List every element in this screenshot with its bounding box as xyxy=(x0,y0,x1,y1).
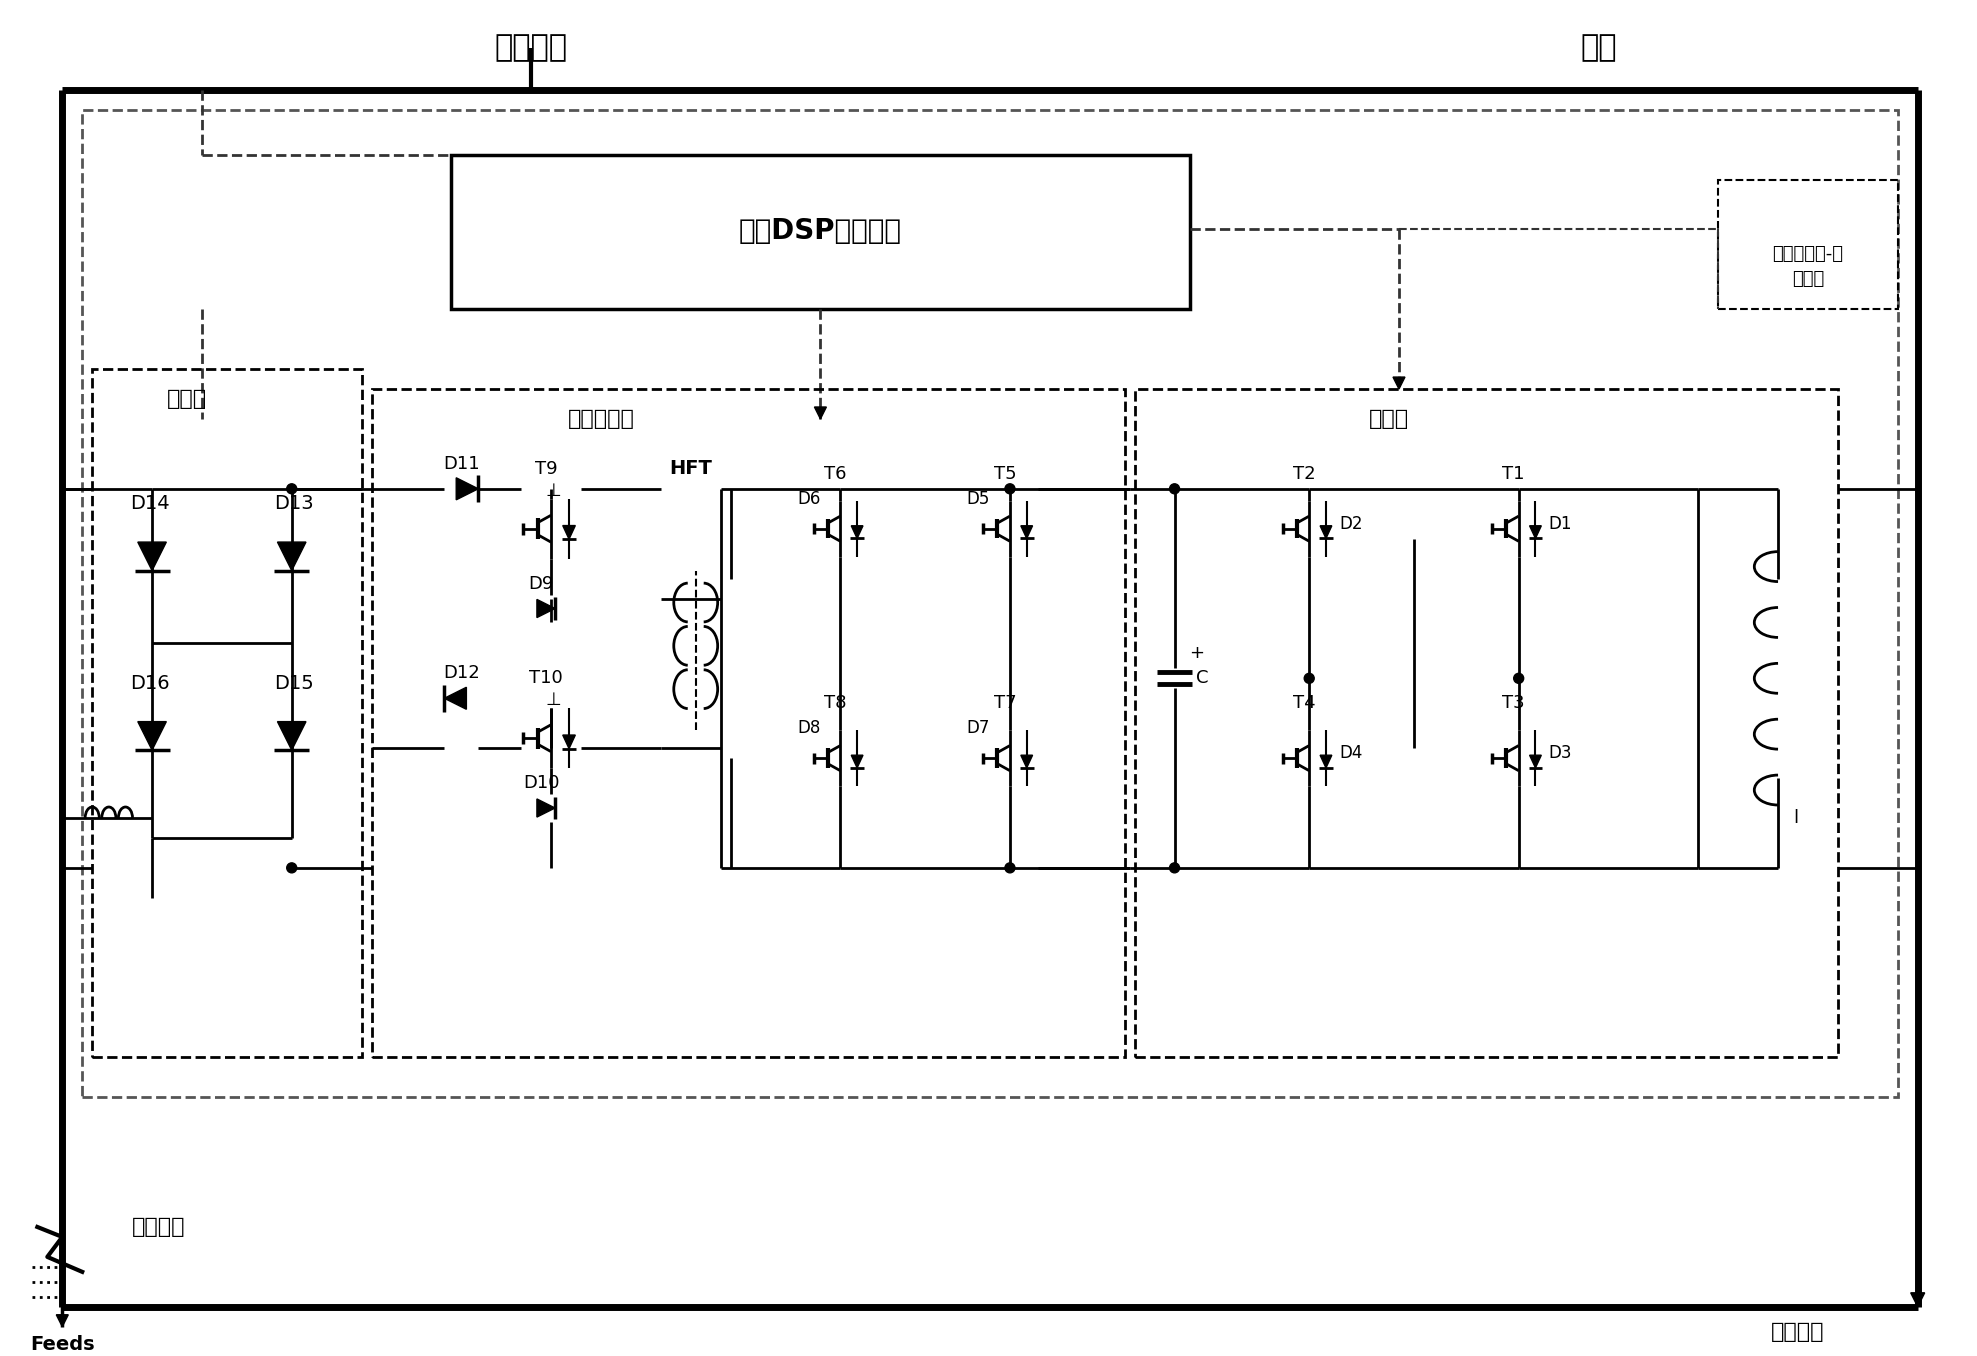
Text: D4: D4 xyxy=(1338,744,1362,762)
Bar xyxy=(93,369,362,1058)
Text: D6: D6 xyxy=(797,490,820,507)
Text: HFT: HFT xyxy=(670,460,712,479)
Polygon shape xyxy=(1530,526,1542,538)
Bar xyxy=(1718,179,1898,309)
Text: 整流桥: 整流桥 xyxy=(166,389,208,410)
Polygon shape xyxy=(1530,755,1542,767)
Polygon shape xyxy=(852,755,864,767)
Text: D9: D9 xyxy=(528,575,554,593)
Text: D10: D10 xyxy=(522,774,559,792)
Text: 基于DSP的控制器: 基于DSP的控制器 xyxy=(739,217,902,245)
Text: C: C xyxy=(1196,670,1210,687)
Polygon shape xyxy=(538,799,556,818)
Polygon shape xyxy=(538,599,556,617)
Text: 母线: 母线 xyxy=(1580,34,1617,62)
Text: T3: T3 xyxy=(1503,694,1524,712)
Polygon shape xyxy=(138,542,166,571)
Text: 换流器: 换流器 xyxy=(1368,410,1410,428)
Polygon shape xyxy=(1020,526,1032,538)
Circle shape xyxy=(1004,484,1014,494)
Text: D12: D12 xyxy=(443,664,480,682)
Polygon shape xyxy=(138,721,166,750)
Circle shape xyxy=(1004,862,1014,873)
Text: T1: T1 xyxy=(1503,465,1524,483)
Polygon shape xyxy=(1321,526,1332,538)
Text: 电力系统: 电力系统 xyxy=(494,34,567,62)
Polygon shape xyxy=(1321,755,1332,767)
Polygon shape xyxy=(277,542,306,571)
Polygon shape xyxy=(457,477,478,500)
Text: D11: D11 xyxy=(443,454,480,473)
Text: D1: D1 xyxy=(1548,515,1572,533)
Text: 桥路型限流-储: 桥路型限流-储 xyxy=(1773,245,1843,263)
Circle shape xyxy=(1170,862,1180,873)
Text: ⊥: ⊥ xyxy=(546,481,561,500)
Bar xyxy=(372,389,1125,1058)
Polygon shape xyxy=(445,687,467,709)
Polygon shape xyxy=(563,526,575,540)
Circle shape xyxy=(287,862,297,873)
Text: T9: T9 xyxy=(536,460,558,477)
Polygon shape xyxy=(852,526,864,538)
Text: T8: T8 xyxy=(824,694,846,712)
Text: D8: D8 xyxy=(797,719,820,738)
Polygon shape xyxy=(1910,1292,1926,1307)
Text: T4: T4 xyxy=(1293,694,1315,712)
Circle shape xyxy=(287,484,297,494)
Polygon shape xyxy=(1394,377,1406,389)
Polygon shape xyxy=(1020,755,1032,767)
Text: D2: D2 xyxy=(1338,515,1362,533)
Text: D15: D15 xyxy=(275,674,314,693)
Bar xyxy=(83,110,1898,1097)
Text: D5: D5 xyxy=(967,490,990,507)
Text: D13: D13 xyxy=(275,494,314,514)
Text: D3: D3 xyxy=(1548,744,1572,762)
Text: T5: T5 xyxy=(994,465,1016,483)
Text: T7: T7 xyxy=(994,694,1016,712)
Text: D16: D16 xyxy=(130,674,170,693)
Text: T10: T10 xyxy=(530,670,563,687)
Text: ⊥: ⊥ xyxy=(546,692,561,709)
Circle shape xyxy=(1514,674,1524,683)
Polygon shape xyxy=(277,721,306,750)
Text: +: + xyxy=(1190,644,1204,662)
Text: T6: T6 xyxy=(824,465,846,483)
Text: l: l xyxy=(1793,810,1799,827)
Circle shape xyxy=(1305,674,1315,683)
Circle shape xyxy=(1170,484,1180,494)
Text: 敏感负载: 敏感负载 xyxy=(1771,1322,1825,1341)
Text: 普通负载: 普通负载 xyxy=(132,1216,186,1237)
Bar xyxy=(1135,389,1839,1058)
Polygon shape xyxy=(815,407,826,419)
Text: D7: D7 xyxy=(967,719,990,738)
Polygon shape xyxy=(55,1315,69,1326)
Text: Feeds: Feeds xyxy=(30,1336,95,1355)
Polygon shape xyxy=(563,735,575,749)
Text: T2: T2 xyxy=(1293,465,1315,483)
Text: 能系统: 能系统 xyxy=(1791,270,1825,289)
Text: 电流调节器: 电流调节器 xyxy=(567,410,635,428)
Bar xyxy=(451,155,1190,309)
Text: D14: D14 xyxy=(130,494,170,514)
